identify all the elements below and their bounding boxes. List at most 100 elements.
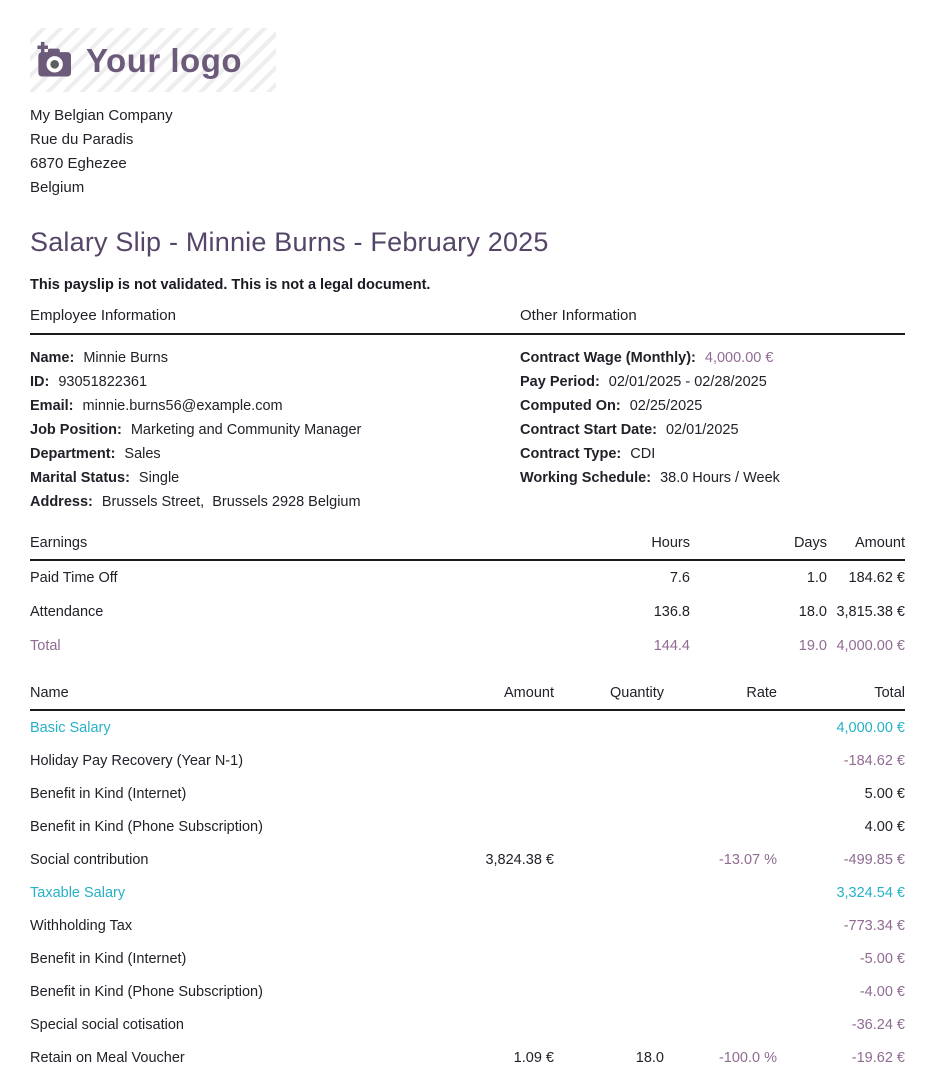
- employee-information-fields: Name: Minnie Burns ID: 93051822361 Email: min…: [30, 346, 520, 514]
- field-label: Computed On:: [520, 398, 621, 414]
- table-cell: 136.8: [653, 604, 690, 620]
- salary-lines-header-row: Name Amount Quantity Rate Total: [30, 685, 905, 711]
- column-header: Rate: [664, 685, 777, 711]
- table-cell: [360, 909, 554, 942]
- field-label: Contract Start Date:: [520, 422, 657, 438]
- field-value: CDI: [630, 446, 656, 462]
- company-city: 6870 Eghezee: [30, 155, 127, 172]
- field-value: 02/01/2025: [665, 422, 739, 438]
- field-value: 4,000.00 €: [704, 350, 774, 366]
- table-cell: 4,000.00 €: [836, 719, 905, 736]
- field-label: Pay Period:: [520, 374, 600, 390]
- table-cell: [664, 1008, 777, 1041]
- table-cell: -4.00 €: [859, 983, 905, 1000]
- table-cell: 1.09 €: [513, 1049, 554, 1066]
- table-cell: [664, 876, 777, 909]
- table-cell: -13.07 %: [718, 851, 777, 868]
- table-cell: [664, 810, 777, 843]
- info-field: Department: Sales: [30, 442, 520, 466]
- table-row: Taxable Salary 3,324.54 €: [30, 876, 905, 909]
- table-cell: -100.0 %: [718, 1049, 777, 1066]
- company-name: My Belgian Company: [30, 107, 173, 124]
- field-value: Sales: [124, 446, 161, 462]
- field-value: Minnie Burns: [83, 350, 168, 366]
- column-header: Amount: [827, 535, 905, 561]
- table-cell: Holiday Pay Recovery (Year N-1): [30, 752, 244, 769]
- table-cell: [360, 876, 554, 909]
- table-cell: [664, 909, 777, 942]
- info-field: Job Position: Marketing and Community Man…: [30, 418, 520, 442]
- table-cell: 3,324.54 €: [836, 884, 905, 901]
- validation-disclaimer: This payslip is not validated. This is n…: [30, 277, 431, 293]
- table-cell: Benefit in Kind (Phone Subscription): [30, 983, 263, 1000]
- company-country: Belgium: [30, 179, 85, 196]
- table-cell: Benefit in Kind (Phone Subscription): [30, 818, 263, 835]
- table-row: Benefit in Kind (Internet) 5.00 €: [30, 777, 905, 810]
- table-row: Holiday Pay Recovery (Year N-1) -184.62 €: [30, 744, 905, 777]
- table-cell: -499.85 €: [843, 851, 905, 868]
- table-cell: Attendance: [30, 604, 104, 620]
- table-cell: Paid Time Off: [30, 570, 118, 586]
- field-label: Contract Wage (Monthly):: [520, 350, 696, 366]
- field-label: Department:: [30, 446, 116, 462]
- table-cell: Withholding Tax: [30, 917, 133, 934]
- table-cell: 7.6: [669, 570, 690, 586]
- table-cell: Benefit in Kind (Internet): [30, 785, 187, 802]
- info-field: Marital Status: Single: [30, 466, 520, 490]
- company-logo: Your logo: [30, 28, 276, 92]
- table-cell: 144.4: [653, 638, 690, 654]
- table-cell: Taxable Salary: [30, 884, 126, 901]
- column-header: Earnings: [30, 535, 510, 561]
- table-row: Basic Salary 4,000.00 €: [30, 710, 905, 744]
- table-cell: Benefit in Kind (Internet): [30, 950, 187, 967]
- table-cell: [554, 876, 664, 909]
- info-field: Name: Minnie Burns: [30, 346, 520, 370]
- other-information-heading: Other Information: [520, 307, 637, 324]
- table-row: Withholding Tax -773.34 €: [30, 909, 905, 942]
- table-cell: -36.24 €: [851, 1016, 905, 1033]
- field-value: 38.0 Hours / Week: [660, 470, 780, 486]
- table-cell: Social contribution: [30, 851, 149, 868]
- table-cell: 4.00 €: [864, 818, 905, 835]
- field-value: minnie.burns56@example.com: [82, 398, 283, 414]
- table-row: Total 144.4 19.0 4,000.00 €: [30, 629, 905, 663]
- table-cell: [360, 810, 554, 843]
- info-field: Working Schedule: 38.0 Hours / Week: [520, 466, 905, 490]
- logo-text: Your logo: [86, 41, 243, 79]
- table-cell: 4,000.00 €: [836, 638, 905, 654]
- info-field: Contract Wage (Monthly): 4,000.00 €: [520, 346, 905, 370]
- table-row: Special social cotisation -36.24 €: [30, 1008, 905, 1041]
- field-value: 02/01/2025 - 02/28/2025: [608, 374, 767, 390]
- table-cell: Total: [30, 638, 61, 654]
- table-row: Benefit in Kind (Internet) -5.00 €: [30, 942, 905, 975]
- table-cell: 5.00 €: [864, 785, 905, 802]
- info-field: Email: minnie.burns56@example.com: [30, 394, 520, 418]
- camera-plus-icon: [37, 41, 71, 77]
- table-row: Paid Time Off 7.6 1.0 184.62 €: [30, 560, 905, 595]
- table-cell: -184.62 €: [843, 752, 905, 769]
- table-cell: 1.0: [806, 570, 827, 586]
- table-row: Benefit in Kind (Phone Subscription) 4.00…: [30, 810, 905, 843]
- column-header: Total: [777, 685, 905, 711]
- page-title: Salary Slip - Minnie Burns - February 20…: [30, 227, 549, 257]
- table-cell: [554, 942, 664, 975]
- field-label: Job Position:: [30, 422, 122, 438]
- field-label: Name:: [30, 350, 75, 366]
- table-cell: [554, 744, 664, 777]
- table-cell: [554, 975, 664, 1008]
- field-label: Contract Type:: [520, 446, 622, 462]
- table-cell: [360, 777, 554, 810]
- table-row: Attendance 136.8 18.0 3,815.38 €: [30, 595, 905, 629]
- field-label: Working Schedule:: [520, 470, 652, 486]
- column-header: Days: [690, 535, 827, 561]
- table-cell: 18.0: [635, 1049, 664, 1066]
- table-cell: [360, 710, 554, 744]
- table-cell: [664, 744, 777, 777]
- column-header: Name: [30, 685, 360, 711]
- salary-lines-table: Name Amount Quantity Rate Total Basic Salary…: [30, 685, 905, 1074]
- table-cell: Basic Salary: [30, 719, 111, 736]
- table-cell: 3,824.38 €: [485, 851, 554, 868]
- table-cell: [554, 810, 664, 843]
- earnings-header-row: Earnings Hours Days Amount: [30, 535, 905, 561]
- company-street: Rue du Paradis: [30, 131, 134, 148]
